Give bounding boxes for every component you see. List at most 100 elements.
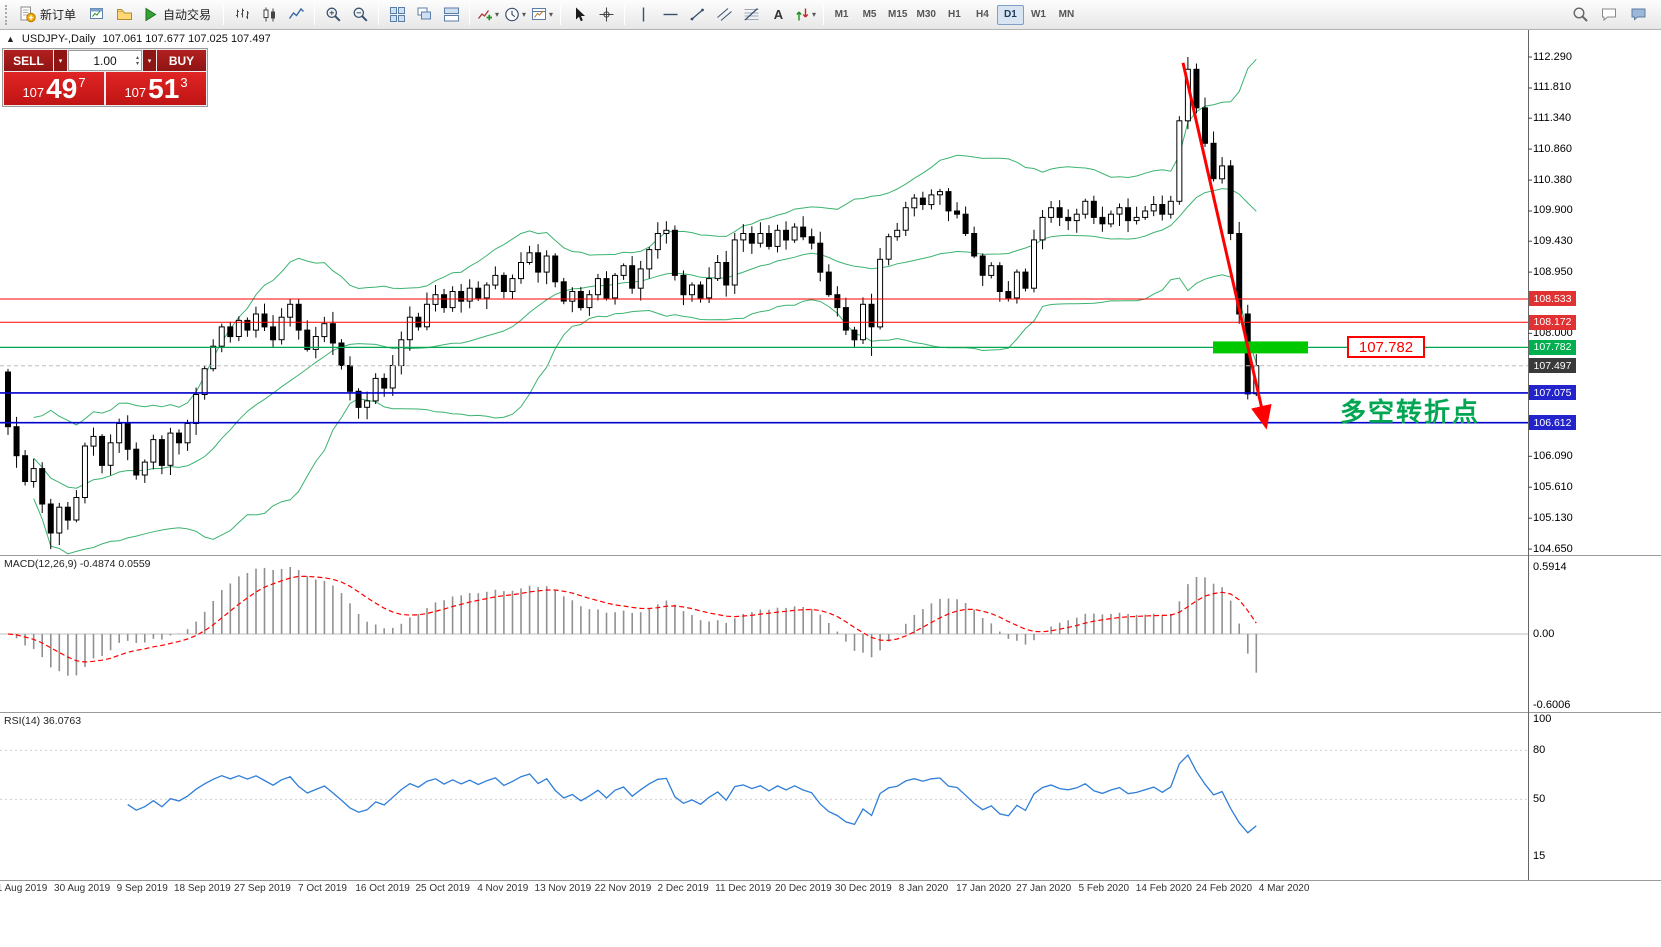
buy-price-point: 3 (180, 75, 188, 90)
timeframe-m5-button[interactable]: M5 (862, 9, 877, 20)
zoom-out-icon (352, 6, 369, 23)
svg-text:A: A (773, 7, 783, 22)
chart-ohlc-header: ▲ USDJPY-,Daily 107.061 107.677 107.025 … (6, 33, 271, 45)
timeframe-w1-button[interactable]: W1 (1030, 9, 1046, 20)
templates-button[interactable]: ▾ (529, 3, 555, 27)
toolbar-right-group (1567, 3, 1657, 27)
date-axis-label: 30 Dec 2019 (835, 883, 892, 894)
horizontal-line-button[interactable] (657, 3, 683, 27)
date-axis-label: 7 Oct 2019 (298, 883, 347, 894)
buy-price-button[interactable]: 107 51 3 (106, 72, 206, 105)
buy-price-pips: 51 (148, 73, 180, 104)
date-axis-label: 27 Jan 2020 (1016, 883, 1072, 894)
toolbar-grip[interactable] (5, 4, 11, 25)
date-axis-label: 4 Nov 2019 (477, 883, 529, 894)
price-tick-label: 108.000 (1533, 326, 1573, 339)
fibonacci-icon (743, 6, 760, 23)
channel-button[interactable] (711, 3, 737, 27)
periods-button[interactable]: ▾ (502, 3, 528, 27)
date-axis-label: 4 Mar 2020 (1258, 883, 1310, 894)
price-tag-108.533: 108.533 (1529, 291, 1576, 307)
cascade-windows-button[interactable] (411, 3, 437, 27)
cascade-windows-icon (416, 6, 433, 23)
charts-window-icon (89, 6, 106, 23)
buy-button[interactable]: BUY (157, 50, 206, 71)
new-order-button[interactable]: 新订单 (15, 3, 83, 27)
timeframe-m1-button[interactable]: M1 (834, 9, 849, 20)
sell-button[interactable]: SELL (4, 50, 53, 71)
price-tag-106.612: 106.612 (1529, 415, 1576, 431)
price-tick-label: 110.860 (1533, 142, 1572, 155)
timeframe-d1-button[interactable]: D1 (996, 4, 1024, 25)
macd-indicator-label: MACD(12,26,9) -0.4874 0.0559 (4, 558, 151, 570)
arrows-icon (794, 6, 811, 23)
chart-line-button[interactable] (283, 3, 309, 27)
tile-windows-button[interactable] (384, 3, 410, 27)
sell-price-big-figure: 107 (22, 85, 45, 100)
rsi-scale-label: 80 (1533, 743, 1546, 756)
chart-line-icon (288, 6, 305, 23)
timeframe-mn-button[interactable]: MN (1058, 9, 1075, 20)
date-axis-label: 1 Aug 2019 (0, 883, 48, 894)
horizontal-line-icon (662, 6, 679, 23)
chart-candles-button[interactable] (256, 3, 282, 27)
timeframe-m15-button[interactable]: M15 (888, 9, 908, 20)
search-button[interactable] (1567, 3, 1593, 27)
timeframe-h4-button[interactable]: H4 (976, 9, 989, 20)
auto-trading-button[interactable]: 自动交易 (138, 3, 218, 27)
price-tick-label: 104.650 (1533, 542, 1573, 555)
chart-bars-button[interactable] (229, 3, 255, 27)
crosshair-icon (598, 6, 615, 23)
chart-bars-icon (234, 6, 251, 23)
date-axis-label: 14 Feb 2020 (1135, 883, 1192, 894)
sell-options-caret-icon[interactable]: ▾ (54, 50, 67, 71)
profiles-button[interactable] (111, 3, 137, 27)
turning-point-annotation[interactable]: 多空转折点 (1340, 397, 1481, 427)
volume-stepper[interactable]: ▴ ▾ (135, 54, 139, 67)
chat-dark-button[interactable] (1625, 3, 1651, 27)
symbol-period-label: USDJPY-,Daily (21, 33, 96, 45)
charts-window-button[interactable] (84, 3, 110, 27)
profiles-icon (116, 6, 133, 23)
tile-horizontal-button[interactable] (438, 3, 464, 27)
price-level-callout[interactable]: 107.782 (1347, 336, 1425, 358)
indicators-caret-icon: ▾ (495, 10, 500, 19)
indicators-button[interactable]: ▾ (475, 3, 501, 27)
toolbar-separator (378, 4, 380, 25)
trendline-button[interactable] (684, 3, 710, 27)
text-icon: A (770, 6, 787, 23)
toolbar-separator (469, 4, 471, 25)
date-axis-label: 17 Jan 2020 (956, 883, 1012, 894)
fibonacci-button[interactable] (738, 3, 764, 27)
text-button[interactable]: A (765, 3, 791, 27)
templates-caret-icon: ▾ (549, 10, 554, 19)
volume-input[interactable]: 1.00 ▴ ▾ (68, 50, 142, 71)
auto-trading-label: 自动交易 (163, 8, 212, 22)
date-axis-label: 8 Jan 2020 (898, 883, 949, 894)
toolbar-main-group: 新订单 自动交易 ▾ ▾ ▾ A ▾ (15, 3, 828, 27)
cursor-button[interactable] (566, 3, 592, 27)
sell-price-point: 7 (78, 75, 86, 90)
arrows-button[interactable]: ▾ (792, 3, 818, 27)
crosshair-button[interactable] (593, 3, 619, 27)
toolbar-separator (223, 4, 225, 25)
timeframe-m30-button[interactable]: M30 (916, 9, 936, 20)
timeframe-h1-button[interactable]: H1 (948, 9, 961, 20)
zoom-out-button[interactable] (347, 3, 373, 27)
rsi-indicator-label: RSI(14) 36.0763 (4, 715, 82, 727)
date-axis-label: 24 Feb 2020 (1195, 883, 1253, 894)
chat-light-button[interactable] (1596, 3, 1622, 27)
price-tick-label: 111.810 (1533, 81, 1572, 94)
rsi-scale-label: 100 (1533, 712, 1552, 725)
date-axis-label: 11 Dec 2019 (715, 883, 772, 894)
price-tick-label: 109.430 (1533, 234, 1573, 247)
buy-options-caret-icon[interactable]: ▾ (143, 50, 156, 71)
price-tick-label: 105.610 (1533, 480, 1573, 493)
sell-price-button[interactable]: 107 49 7 (4, 72, 104, 105)
trendline-icon (689, 6, 706, 23)
zoom-in-button[interactable] (320, 3, 346, 27)
symbol-triangle-icon: ▲ (6, 34, 15, 44)
vertical-line-button[interactable] (630, 3, 656, 27)
toolbar: 新订单 自动交易 ▾ ▾ ▾ A ▾ M1 M5 M15 M30 H1 H4 D1 W1 MN (0, 0, 1661, 30)
